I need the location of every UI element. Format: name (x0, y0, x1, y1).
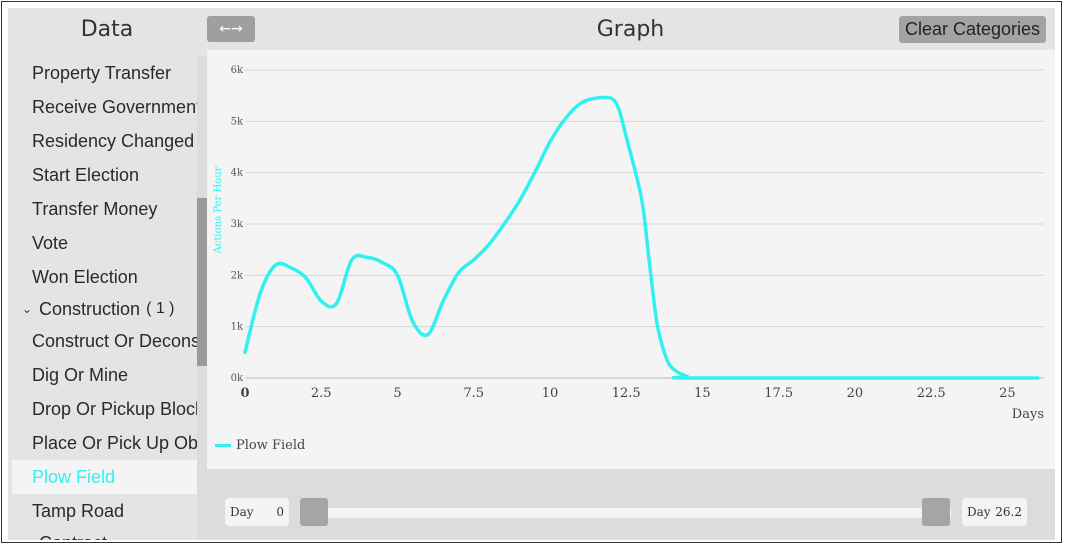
list-item[interactable]: Start Election (32, 165, 140, 185)
x-tick-label: 2.5 (311, 386, 332, 401)
list-item[interactable]: Residency Changed (32, 131, 195, 151)
list-item[interactable]: Dig Or Mine (32, 365, 129, 385)
x-tick-label: 17.5 (764, 386, 793, 401)
list-item[interactable]: Place Or Pick Up Object (32, 433, 197, 453)
scrollbar-thumb[interactable] (197, 198, 207, 366)
group-label: Construction (39, 299, 141, 319)
y-tick-label: 2k (231, 270, 244, 281)
category-group[interactable]: › Contract (12, 528, 197, 540)
x-tick-label: 7.5 (463, 386, 484, 401)
x-tick-label: 15 (694, 386, 711, 401)
legend-swatch (215, 444, 231, 447)
end-day-value: 26.2 (995, 505, 1022, 519)
y-tick-label: 5k (231, 116, 244, 127)
data-panel-title: Data (80, 16, 134, 42)
y-tick-label: 3k (231, 219, 244, 230)
graph-title: Graph (596, 16, 665, 42)
chevron-right-icon[interactable]: › (20, 528, 34, 540)
list-item[interactable]: Construct Or Deconstruct (32, 331, 197, 351)
list-item[interactable]: Receive Government (32, 97, 197, 117)
category-list: Property Transfer Receive Government Resid… (12, 56, 197, 540)
x-tick-label: 5 (393, 386, 401, 401)
category-group[interactable]: ⌄ Construction ( 1 ) (12, 294, 197, 324)
y-tick-label: 4k (231, 168, 244, 179)
start-handle[interactable] (300, 498, 328, 526)
group-count: ( 1 ) (146, 300, 175, 317)
list-item[interactable]: Property Transfer (32, 63, 172, 83)
chart-legend[interactable]: Plow Field (215, 438, 305, 453)
legend-label: Plow Field (236, 438, 306, 453)
x-tick-label: 20 (847, 386, 864, 401)
swap-panels-button[interactable]: ←→ (207, 16, 255, 42)
start-day-label: Day (230, 505, 254, 519)
list-item-selected[interactable]: Plow Field (12, 460, 197, 494)
list-item[interactable]: Drop Or Pickup Block (32, 399, 197, 419)
y-tick-label: 6k (231, 65, 244, 76)
y-tick-label: 0k (231, 373, 244, 384)
end-handle[interactable] (922, 498, 950, 526)
chevron-down-icon[interactable]: ⌄ (21, 302, 33, 316)
start-day-box[interactable]: Day 0 (225, 498, 289, 526)
list-item[interactable]: Tamp Road (32, 501, 125, 521)
x-tick-label: 22.5 (917, 386, 946, 401)
list-scrollbar[interactable] (197, 56, 207, 540)
slider-track[interactable] (303, 508, 951, 518)
start-day-value: 0 (276, 505, 284, 519)
line-chart: 0k 1k 2k 3k 4k 5k 6k 0 2.5 5 7.5 10 12.5 15 17.5 20 22.5… (213, 65, 1044, 422)
list-item[interactable]: Transfer Money (32, 199, 158, 219)
chart-area: 0k 1k 2k 3k 4k 5k 6k 0 2.5 5 7.5 10 12.5 15 17.5 20 22.5… (207, 50, 1055, 469)
x-tick-label: 10 (542, 386, 559, 401)
end-day-box[interactable]: Day 26.2 (962, 498, 1027, 526)
x-axis-label: Days (1012, 407, 1044, 422)
x-tick-label: 25 (999, 386, 1016, 401)
list-item[interactable]: Won Election (32, 267, 138, 287)
day-range-slider: Day 0 Day 26.2 (207, 469, 1055, 540)
x-tick-label: 0 (240, 386, 249, 401)
y-tick-label: 1k (231, 322, 244, 333)
list-item[interactable]: Vote (32, 233, 69, 253)
app-container: Data Property Transfer Receive Government… (8, 8, 1055, 540)
x-tick-label: 12.5 (612, 386, 641, 401)
y-axis-label: Actions Per Hour (213, 166, 224, 254)
clear-categories-button[interactable]: Clear Categories (899, 16, 1046, 43)
series-line-plow-field (243, 95, 1040, 380)
end-day-label: Day (967, 505, 991, 519)
group-label: Contract (39, 528, 107, 540)
